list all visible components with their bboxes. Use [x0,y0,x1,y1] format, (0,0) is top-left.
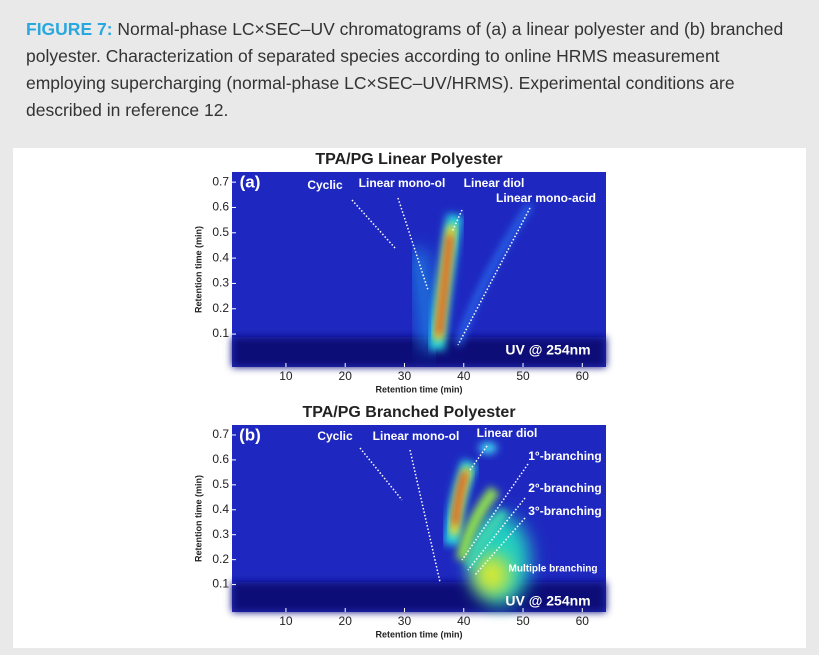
detector-label: UV @ 254nm [505,593,590,609]
y-tick-label: 0.6 [212,452,229,466]
annotation: Linear diol [464,176,525,190]
x-tick-label: 30 [398,614,412,628]
y-tick-label: 0.5 [212,477,229,491]
x-tick-label: 10 [279,614,293,628]
annotation-line [351,199,396,249]
signal [455,203,533,346]
annotation-line [467,497,526,571]
detector-label: UV @ 254nm [505,342,590,358]
caption-text: Normal-phase LC×SEC–UV chromatograms of … [26,19,784,120]
annotation: Linear mono-ol [373,429,460,443]
annotation-line [457,207,531,346]
annotation-line [469,445,488,471]
signal [456,486,500,562]
signal [411,249,437,351]
y-tick-label: 0.1 [212,577,229,591]
y-tick-label: 0.7 [212,427,229,441]
signal [465,508,509,570]
x-axis-label: Retention time (min) [376,629,463,639]
heatmap-background [232,425,606,612]
y-tick-label: 0.5 [212,225,229,239]
y-tick-label: 0.3 [212,276,229,290]
x-tick-label: 50 [516,369,530,383]
y-tick-label: 0.4 [212,250,229,264]
x-tick-label: 20 [339,614,353,628]
x-tick-label: 20 [339,369,353,383]
x-axis-label: Retention time (min) [376,384,463,394]
annotation-line [397,197,429,291]
panel-title: TPA/PG Branched Polyester [302,404,515,421]
panel-label: (b) [239,425,261,444]
annotation: Cyclic [307,178,343,192]
y-axis-label: Retention time (min) [193,475,203,562]
y-tick-label: 0.7 [212,174,229,188]
x-tick-label: 50 [516,614,530,628]
annotation: Linear diol [477,426,538,440]
signal [479,442,497,454]
annotation-line [451,209,463,233]
y-tick-label: 0.4 [212,502,229,516]
x-tick-label: 40 [457,369,471,383]
x-tick-label: 60 [576,369,590,383]
panel-title: TPA/PG Linear Polyester [315,151,502,168]
caption-label: FIGURE 7: [26,19,113,39]
annotation-line [474,517,526,576]
annotation: Linear mono-acid [496,191,596,205]
signal [436,234,453,336]
y-tick-label: 0.1 [212,326,229,340]
x-tick-label: 10 [279,369,293,383]
annotation: Linear mono-ol [359,176,446,190]
baseline-band [232,582,606,612]
panel-label: (a) [240,172,261,191]
annotation: 2°-branching [528,481,601,495]
y-tick-label: 0.2 [212,301,229,315]
annotation: 1°-branching [528,449,601,463]
baseline-band [232,337,606,367]
annotation-line [409,449,441,583]
y-axis-label: Retention time (min) [193,226,203,313]
signal [474,555,510,595]
x-tick-label: 40 [457,614,471,628]
annotation: Multiple branching [509,564,598,575]
annotation-line [359,447,403,501]
signal [452,471,468,526]
y-tick-label: 0.3 [212,527,229,541]
x-tick-label: 30 [398,369,412,383]
annotation: 3°-branching [528,504,601,518]
y-tick-label: 0.2 [212,552,229,566]
annotation: Cyclic [317,429,353,443]
y-tick-label: 0.6 [212,200,229,214]
caption: FIGURE 7: Normal-phase LC×SEC–UV chromat… [26,16,796,124]
x-tick-label: 60 [576,614,590,628]
